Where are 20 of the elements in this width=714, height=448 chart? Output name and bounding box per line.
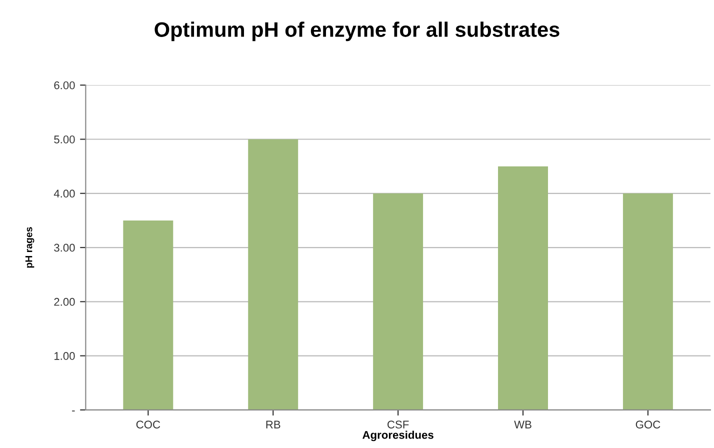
x-tick-label: GOC xyxy=(636,420,660,428)
bar xyxy=(373,193,424,410)
y-axis-title: pH rages xyxy=(25,227,34,268)
x-tick-label: RB xyxy=(266,420,280,428)
chart-title: Optimum pH of enzyme for all substrates xyxy=(154,22,560,42)
bar xyxy=(123,220,174,410)
y-tick-label: 2.00 xyxy=(54,298,75,306)
bar xyxy=(248,139,298,410)
bar xyxy=(622,193,673,410)
y-tick-label: 6.00 xyxy=(54,81,75,90)
y-tick-label: 5.00 xyxy=(54,136,75,144)
y-tick-label: - xyxy=(72,410,75,412)
x-tick-label: COC xyxy=(136,420,160,428)
y-tick-label: 3.00 xyxy=(54,244,75,252)
y-tick-label: 4.00 xyxy=(54,190,75,198)
x-axis-title: Agroresidues xyxy=(362,430,434,442)
y-tick-label: 1.00 xyxy=(54,352,75,360)
x-tick-label: WB xyxy=(514,420,532,428)
bar xyxy=(498,166,548,410)
x-tick-label: CSF xyxy=(388,420,409,428)
